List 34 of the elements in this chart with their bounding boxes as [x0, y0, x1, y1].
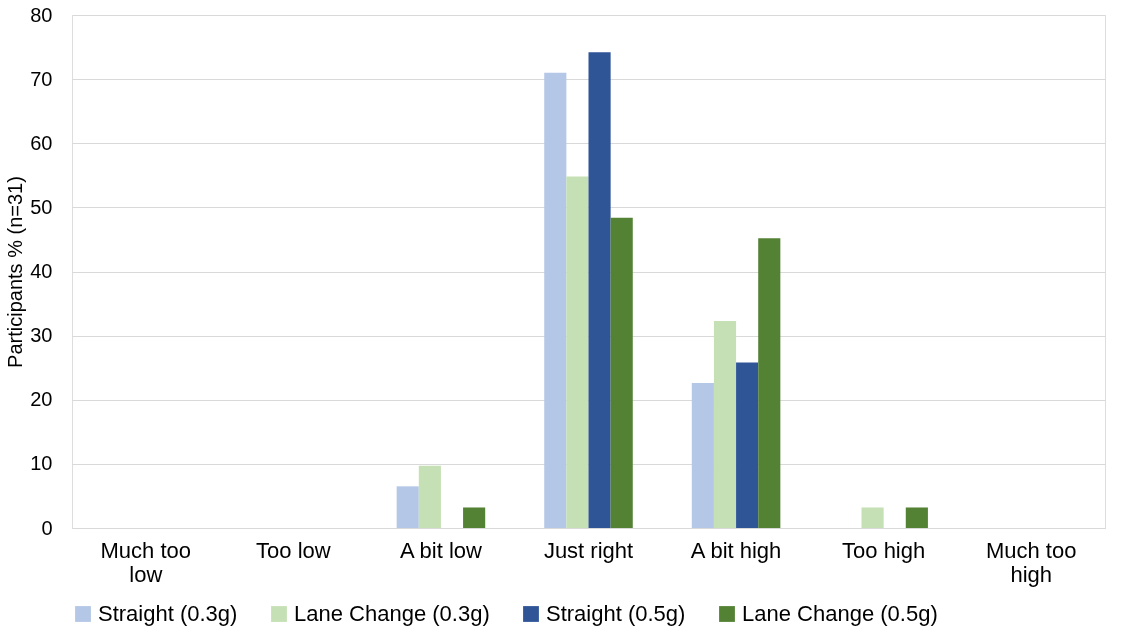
bar [758, 238, 781, 528]
x-tick-label: Too low [256, 537, 331, 563]
x-tick-label: Much too low [100, 537, 192, 587]
x-tick-label: Too high [842, 537, 926, 563]
bar [566, 176, 589, 528]
y-tick-label: 80 [30, 3, 53, 26]
y-tick-label: 60 [30, 131, 53, 154]
bar [861, 507, 884, 528]
y-tick-label: 10 [30, 452, 53, 475]
bar [588, 52, 611, 528]
bar [544, 72, 567, 528]
x-tick-label: Much too high [985, 537, 1077, 587]
y-tick-label: 40 [30, 260, 53, 282]
bar [736, 362, 759, 528]
y-axis-title: Participants % (n=31) [4, 176, 27, 368]
legend-label: Straight (0.5g) [546, 601, 686, 626]
bar [905, 507, 928, 528]
y-tick-label: 70 [30, 67, 53, 90]
y-tick-label: 20 [30, 388, 53, 411]
legend-label: Lane Change (0.5g) [742, 601, 938, 626]
y-tick-label: 0 [41, 516, 53, 539]
bar [418, 465, 441, 528]
x-tick-label: A bit high [690, 537, 782, 563]
bar [713, 320, 737, 528]
bar [610, 217, 633, 528]
x-tick-label: Just right [543, 537, 634, 563]
bar [463, 507, 486, 528]
x-tick-label: A bit low [399, 537, 482, 563]
y-tick-label: 50 [30, 195, 53, 218]
legend-label: Straight (0.3g) [98, 601, 238, 626]
y-tick-label: 30 [30, 324, 53, 347]
legend-label: Lane Change (0.3g) [294, 601, 490, 626]
bar [691, 383, 714, 528]
bar [396, 486, 419, 528]
